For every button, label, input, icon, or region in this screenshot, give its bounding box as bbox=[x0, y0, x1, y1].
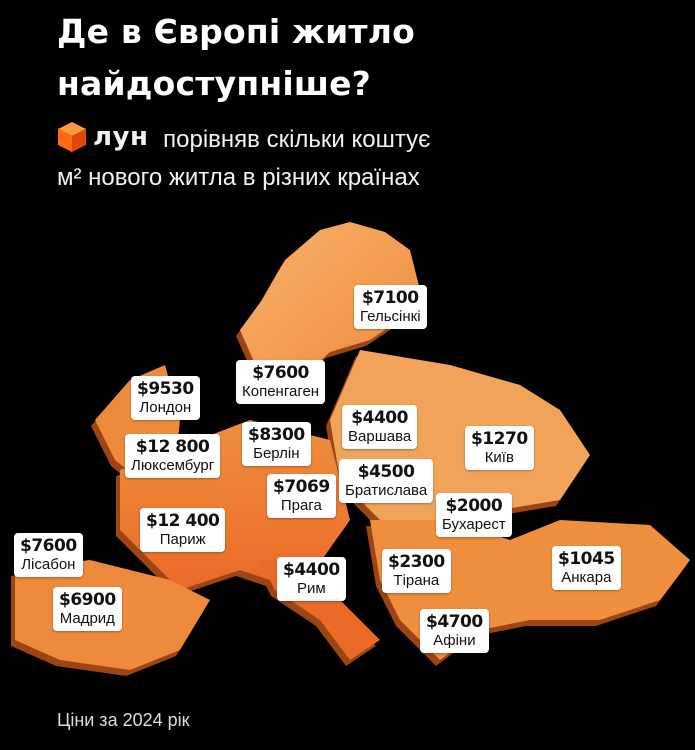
city-name: Люксембург bbox=[131, 457, 215, 474]
city-label-prague: $7069 Прага bbox=[267, 474, 336, 518]
city-name: Берлін bbox=[253, 445, 300, 462]
city-name: Бухарест bbox=[442, 516, 506, 533]
city-label-copenhagen: $7600 Копенгаген bbox=[236, 360, 326, 404]
price: $7100 bbox=[361, 288, 419, 308]
subtitle-line-1: порівняв скільки коштує bbox=[163, 126, 431, 153]
city-label-warsaw: $4400 Варшава bbox=[342, 405, 418, 449]
city-label-bratislava: $4500 Братислава bbox=[339, 459, 434, 503]
city-label-kyiv: $1270 Київ bbox=[465, 426, 534, 470]
city-label-london: $9530 Лондон bbox=[131, 376, 200, 420]
city-label-ankara: $1045 Анкара bbox=[552, 546, 621, 590]
city-name: Київ bbox=[484, 449, 514, 466]
price: $7069 bbox=[273, 477, 330, 497]
city-name: Гельсінкі bbox=[360, 308, 421, 325]
price: $4400 bbox=[283, 560, 340, 580]
price: $4700 bbox=[426, 612, 483, 632]
city-label-bucharest: $2000 Бухарест bbox=[436, 493, 512, 537]
page-title: Де в Європі житло найдоступніше? bbox=[57, 6, 415, 110]
city-name: Париж bbox=[159, 531, 206, 548]
city-label-lisbon: $7600 Лісабон bbox=[14, 533, 83, 577]
price: $6900 bbox=[59, 590, 116, 610]
city-name: Лісабон bbox=[21, 556, 76, 573]
price: $7600 bbox=[252, 363, 309, 383]
title-line-2: найдоступніше? bbox=[57, 64, 371, 103]
footer-note: Ціни за 2024 рік bbox=[57, 710, 190, 730]
city-name: Афіни bbox=[433, 632, 476, 649]
city-name: Варшава bbox=[348, 428, 412, 445]
city-label-athens: $4700 Афіни bbox=[420, 609, 489, 653]
city-label-luxembourg: $12 800 Люксембург bbox=[125, 434, 221, 478]
city-label-madrid: $6900 Мадрид bbox=[53, 587, 122, 631]
city-name: Мадрид bbox=[59, 610, 115, 627]
brand-logo: лун bbox=[57, 118, 148, 156]
cube-icon bbox=[58, 122, 86, 152]
price: $7600 bbox=[20, 536, 77, 556]
price: $12 800 bbox=[135, 437, 210, 457]
city-name: Рим bbox=[296, 580, 326, 597]
price: $4400 bbox=[351, 408, 408, 428]
city-name: Лондон bbox=[139, 399, 192, 416]
brand-name: лун bbox=[93, 122, 149, 152]
price: $8300 bbox=[248, 425, 305, 445]
city-name: Прага bbox=[280, 497, 322, 514]
city-label-helsinki: $7100 Гельсінкі bbox=[354, 285, 427, 329]
city-name: Копенгаген bbox=[242, 383, 320, 400]
city-label-berlin: $8300 Берлін bbox=[242, 422, 311, 466]
city-label-paris: $12 400 Париж bbox=[140, 508, 226, 552]
title-line-1: Де в Європі житло bbox=[57, 12, 415, 51]
city-name: Братислава bbox=[345, 482, 428, 499]
city-label-tirana: $2300 Тірана bbox=[382, 549, 451, 593]
price: $2300 bbox=[388, 552, 445, 572]
subtitle: лун порівняв скільки коштує м² нового жи… bbox=[57, 118, 430, 197]
price: $4500 bbox=[357, 462, 415, 482]
price: $12 400 bbox=[146, 511, 220, 531]
city-label-rome: $4400 Рим bbox=[277, 557, 346, 601]
price: $9530 bbox=[137, 379, 194, 399]
price: $1270 bbox=[471, 429, 528, 449]
city-name: Анкара bbox=[561, 569, 612, 586]
subtitle-line-2: м² нового житла в різних країнах bbox=[57, 164, 420, 191]
city-name: Тірана bbox=[393, 572, 440, 589]
price: $2000 bbox=[445, 496, 503, 516]
price: $1045 bbox=[558, 549, 615, 569]
